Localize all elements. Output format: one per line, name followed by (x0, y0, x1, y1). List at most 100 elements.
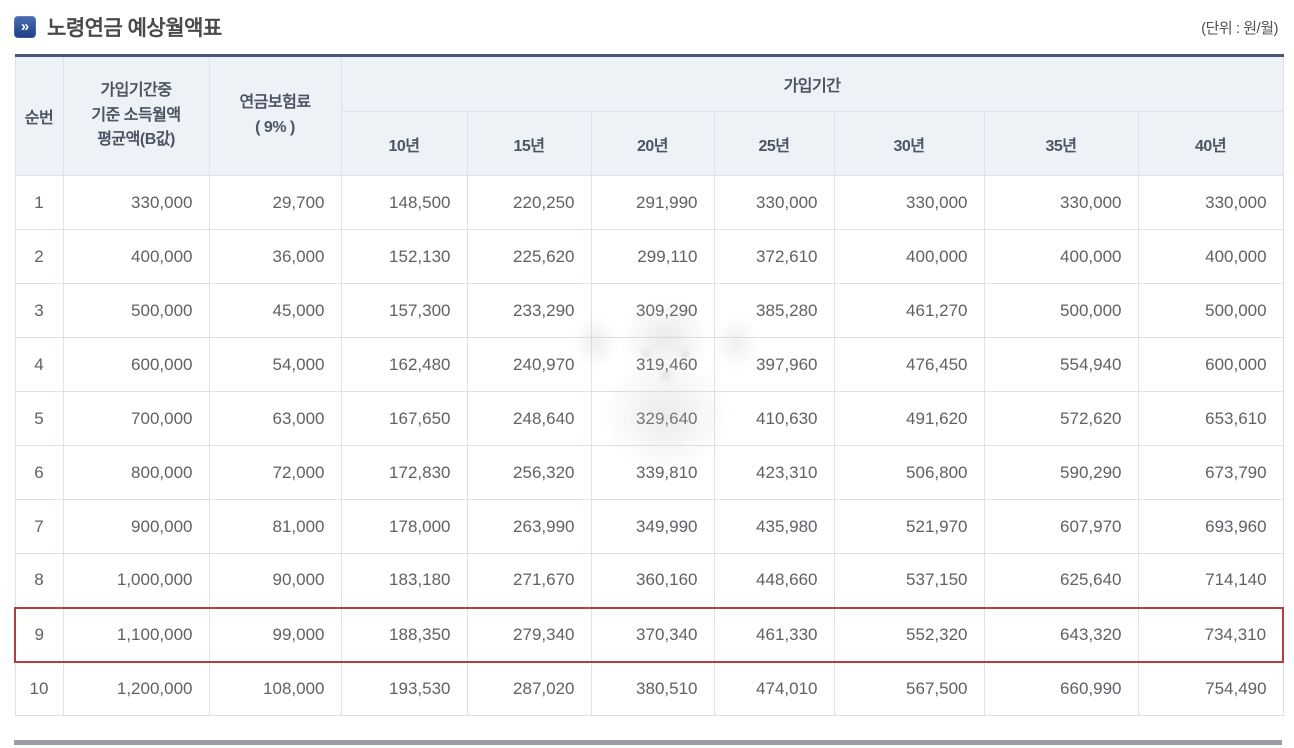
cell-period-30y: 537,150 (833, 553, 985, 608)
cell-premium: 99,000 (208, 606, 342, 663)
cell-period-35y: 643,320 (983, 606, 1139, 663)
cell-period-25y: 461,330 (713, 606, 835, 663)
table-row: 2 400,000 36,000 152,130 225,620 299,110 372,6… (14, 229, 1284, 284)
table-row: 5 700,000 63,000 167,650 248,640 329,640 410,6… (14, 391, 1284, 446)
title-bar: » 노령연금 예상월액표 (단위 : 원/월) (0, 0, 1294, 40)
cell-seq: 6 (14, 445, 64, 500)
cell-period-25y: 423,310 (713, 445, 835, 500)
cell-base-income: 1,000,000 (62, 553, 210, 608)
cell-period-10y: 172,830 (340, 445, 468, 500)
cell-period-20y: 380,510 (590, 661, 715, 716)
cell-period-15y: 233,290 (466, 283, 592, 338)
cell-period-10y: 183,180 (340, 553, 468, 608)
cell-base-income: 1,100,000 (62, 606, 210, 663)
col-header-period-25y: 25년 (713, 111, 835, 176)
page-title: 노령연금 예상월액표 (47, 17, 222, 40)
cell-premium: 72,000 (208, 445, 342, 500)
cell-seq: 9 (14, 606, 64, 663)
cell-period-30y: 521,970 (833, 499, 985, 554)
cell-base-income: 600,000 (62, 337, 210, 392)
cell-period-15y: 220,250 (466, 175, 592, 230)
cell-period-40y: 754,490 (1137, 661, 1284, 716)
cell-period-30y: 552,320 (833, 606, 985, 663)
cell-period-20y: 291,990 (590, 175, 715, 230)
cell-seq: 8 (14, 553, 64, 608)
cell-period-10y: 167,650 (340, 391, 468, 446)
cell-period-20y: 319,460 (590, 337, 715, 392)
cell-seq: 10 (14, 661, 64, 716)
cell-period-15y: 271,670 (466, 553, 592, 608)
col-header-base-income-line2: 기준 소득월액 (91, 106, 181, 124)
cell-base-income: 500,000 (62, 283, 210, 338)
cell-seq: 5 (14, 391, 64, 446)
cell-base-income: 700,000 (62, 391, 210, 446)
cell-base-income: 900,000 (62, 499, 210, 554)
cell-period-30y: 491,620 (833, 391, 985, 446)
cell-premium: 81,000 (208, 499, 342, 554)
col-header-premium-line1: 연금보험료 (239, 94, 311, 112)
cell-period-40y: 734,310 (1137, 606, 1285, 663)
cell-period-20y: 370,340 (590, 606, 715, 663)
cell-base-income: 330,000 (62, 175, 210, 230)
cell-premium: 90,000 (208, 553, 342, 608)
col-header-period-group: 가입기간 (340, 55, 1284, 112)
cell-period-35y: 330,000 (983, 175, 1139, 230)
cell-premium: 45,000 (208, 283, 342, 338)
cell-period-30y: 567,500 (833, 661, 985, 716)
cell-period-30y: 476,450 (833, 337, 985, 392)
col-header-period-35y: 35년 (983, 111, 1139, 176)
cell-period-40y: 600,000 (1137, 337, 1284, 392)
cell-seq: 3 (14, 283, 64, 338)
cell-period-40y: 693,960 (1137, 499, 1284, 554)
cell-seq: 7 (14, 499, 64, 554)
cell-period-20y: 299,110 (590, 229, 715, 284)
cell-period-35y: 500,000 (983, 283, 1139, 338)
cell-period-15y: 263,990 (466, 499, 592, 554)
col-header-period-20y: 20년 (590, 111, 715, 176)
col-header-seq: 순번 (14, 55, 64, 176)
table-row: 8 1,000,000 90,000 183,180 271,670 360,160 448… (14, 553, 1284, 608)
header-row-periods: 10년 15년 20년 25년 30년 35년 40년 (15, 111, 1284, 176)
cell-period-10y: 188,350 (340, 606, 468, 663)
cell-period-20y: 329,640 (590, 391, 715, 446)
cell-period-10y: 193,530 (340, 661, 468, 716)
cell-premium: 54,000 (208, 337, 342, 392)
cell-period-15y: 248,640 (466, 391, 592, 446)
cell-period-10y: 148,500 (340, 175, 468, 230)
cell-seq: 4 (14, 337, 64, 392)
cell-period-25y: 385,280 (713, 283, 835, 338)
cell-base-income: 400,000 (62, 229, 210, 284)
cell-period-25y: 397,960 (713, 337, 835, 392)
cell-period-25y: 448,660 (713, 553, 835, 608)
cell-period-30y: 400,000 (833, 229, 985, 284)
table-row: 7 900,000 81,000 178,000 263,990 349,990 435,9… (14, 499, 1284, 554)
chevron-right-glyph: » (20, 17, 30, 35)
cell-period-10y: 157,300 (340, 283, 468, 338)
cell-period-40y: 653,610 (1137, 391, 1284, 446)
cell-period-35y: 607,970 (983, 499, 1139, 554)
cell-period-25y: 372,610 (713, 229, 835, 284)
cell-period-25y: 330,000 (713, 175, 835, 230)
cell-period-20y: 360,160 (590, 553, 715, 608)
cell-premium: 108,000 (208, 661, 342, 716)
cell-period-40y: 500,000 (1137, 283, 1284, 338)
table-row: 10 1,200,000 108,000 193,530 287,020 380,510 4… (14, 661, 1284, 716)
cell-seq: 1 (14, 175, 64, 230)
cell-period-25y: 410,630 (713, 391, 835, 446)
cell-premium: 36,000 (208, 229, 342, 284)
cell-period-40y: 400,000 (1137, 229, 1284, 284)
cell-period-10y: 152,130 (340, 229, 468, 284)
cell-period-15y: 256,320 (466, 445, 592, 500)
cell-period-25y: 474,010 (713, 661, 835, 716)
pension-estimate-table: 순번 가입기간중 기준 소득월액 평균액(B값) 연금보험료 ( 9% ) 가입… (14, 54, 1285, 716)
cell-period-35y: 400,000 (983, 229, 1139, 284)
cell-period-35y: 660,990 (983, 661, 1139, 716)
next-table-top-border (14, 740, 1282, 745)
col-header-period-15y: 15년 (466, 111, 592, 176)
table-row-highlighted: 9 1,100,000 99,000 188,350 279,340 370,340 461… (14, 606, 1285, 663)
col-header-premium-line2: ( 9% ) (255, 119, 295, 136)
cell-premium: 63,000 (208, 391, 342, 446)
col-header-base-income: 가입기간중 기준 소득월액 평균액(B값) (62, 55, 210, 176)
col-header-premium: 연금보험료 ( 9% ) (208, 55, 342, 176)
